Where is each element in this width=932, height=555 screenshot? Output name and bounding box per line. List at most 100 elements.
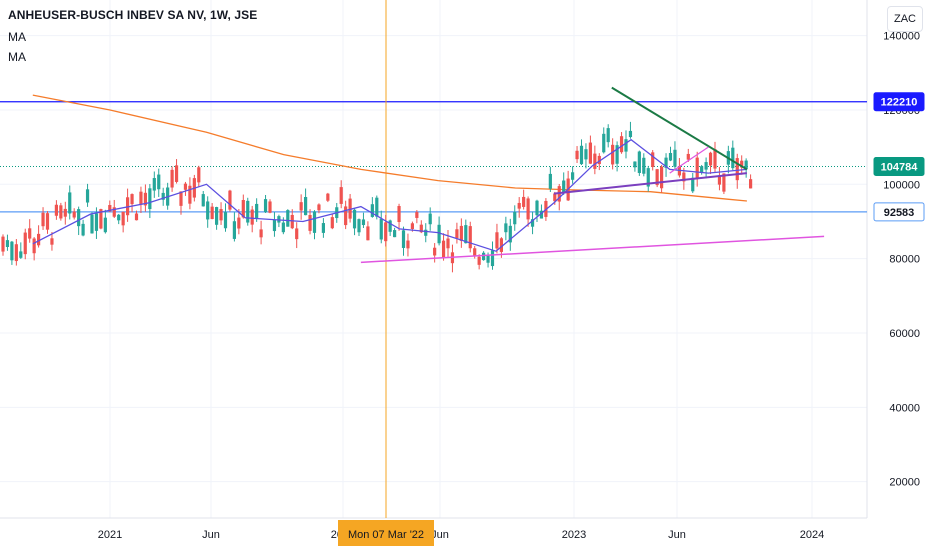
price-tick-label: 20000 [889, 477, 920, 489]
candle-body [317, 204, 321, 211]
candle-body [366, 226, 370, 241]
indicator-ma-label-2[interactable]: MA [8, 50, 26, 64]
price-tick-label: 140000 [883, 31, 920, 43]
candle-body [348, 198, 352, 219]
candle-body [81, 223, 85, 236]
candle-body [415, 212, 419, 218]
chart-title: ANHEUSER-BUSCH INBEV SA NV, 1W, JSE [8, 8, 258, 22]
time-tick-label: 2023 [562, 529, 586, 541]
currency-button[interactable]: ZAC [887, 6, 923, 32]
candle-body [237, 217, 241, 229]
candle-body [486, 255, 490, 263]
candle-body [134, 213, 139, 221]
price-tag-label: 104784 [881, 162, 919, 174]
candle-body [575, 150, 579, 160]
price-labels: 122210 104784 92583 [873, 92, 925, 222]
candle-body [161, 192, 165, 200]
candle-body [112, 207, 116, 217]
crosshair-date-label: Mon 07 Mar '22 [348, 529, 424, 541]
candle-body [201, 194, 205, 207]
candle-body [660, 166, 664, 189]
candle-body [290, 214, 294, 229]
candle-body [539, 210, 544, 219]
trendline-triangle-lower [553, 172, 748, 195]
crosshair-date-tag-bg [338, 520, 434, 546]
candle-body [219, 209, 223, 221]
candle-body [304, 196, 308, 216]
candle-body [85, 189, 90, 203]
candle-body [241, 199, 245, 218]
candle-body [651, 152, 655, 168]
candle-body [286, 210, 290, 227]
candle-body [326, 193, 330, 201]
candle-body [722, 173, 726, 192]
candle-body [571, 172, 575, 180]
crosshair-date-tag: Mon 07 Mar '22 [338, 520, 434, 546]
candle-body [54, 204, 58, 216]
candle-body [406, 240, 410, 249]
candle-body [655, 169, 659, 186]
candle-body [103, 217, 107, 233]
candle-body [597, 155, 601, 165]
candle-body [215, 207, 219, 225]
candle-body [59, 205, 63, 219]
time-tick-label: 2024 [800, 529, 824, 541]
candle-body [713, 149, 717, 169]
price-tick-label: 60000 [889, 328, 920, 340]
candle-body [513, 212, 517, 225]
candle-body [490, 250, 495, 267]
candle-body [361, 219, 366, 226]
candle-body [384, 222, 388, 242]
candle-body [295, 228, 299, 240]
candle-body [459, 225, 463, 241]
candle-body [664, 157, 668, 168]
candle-body [121, 211, 125, 226]
time-tick-label: Jun [431, 529, 449, 541]
candle-body [63, 208, 67, 217]
candle-body [508, 225, 512, 243]
candle-body [584, 149, 588, 160]
candle-body [637, 151, 641, 173]
price-tag [873, 202, 925, 222]
candle-body [606, 128, 610, 143]
candle-body [50, 238, 54, 245]
candle-body [268, 201, 272, 213]
price-tick-label: 40000 [889, 402, 920, 414]
candle-body [139, 191, 143, 205]
last-price-tag [873, 157, 925, 177]
candle-body [68, 192, 72, 214]
candle-body [344, 206, 348, 226]
candle-body [5, 240, 10, 248]
candle-body [619, 136, 624, 153]
candle-body [744, 160, 748, 170]
candle-body [14, 244, 18, 262]
candle-body [312, 211, 317, 233]
candle-body [526, 198, 530, 220]
candle-body [401, 230, 406, 248]
candle-body [375, 197, 379, 217]
candle-body [28, 228, 32, 239]
candle-body [174, 165, 179, 182]
candle-body [740, 160, 744, 168]
candle-body [464, 225, 468, 244]
candle-body [179, 191, 183, 206]
candle-body [157, 174, 161, 190]
candle-body [522, 196, 526, 207]
price-tag [873, 92, 925, 112]
trendline-triangle-upper [611, 86, 748, 171]
candle-body [321, 223, 325, 233]
candle-body [108, 205, 112, 212]
candle-body [482, 252, 486, 261]
candle-body [441, 240, 446, 258]
candle-body [183, 183, 188, 190]
horizontal-lines [0, 101, 867, 213]
candle-body [602, 133, 606, 153]
candle-body [731, 147, 735, 169]
candle-body [468, 226, 472, 249]
candle-body [424, 229, 428, 236]
indicator-ma-label[interactable]: MA [8, 30, 26, 44]
candle-body [94, 213, 99, 231]
candle-body [446, 238, 450, 249]
